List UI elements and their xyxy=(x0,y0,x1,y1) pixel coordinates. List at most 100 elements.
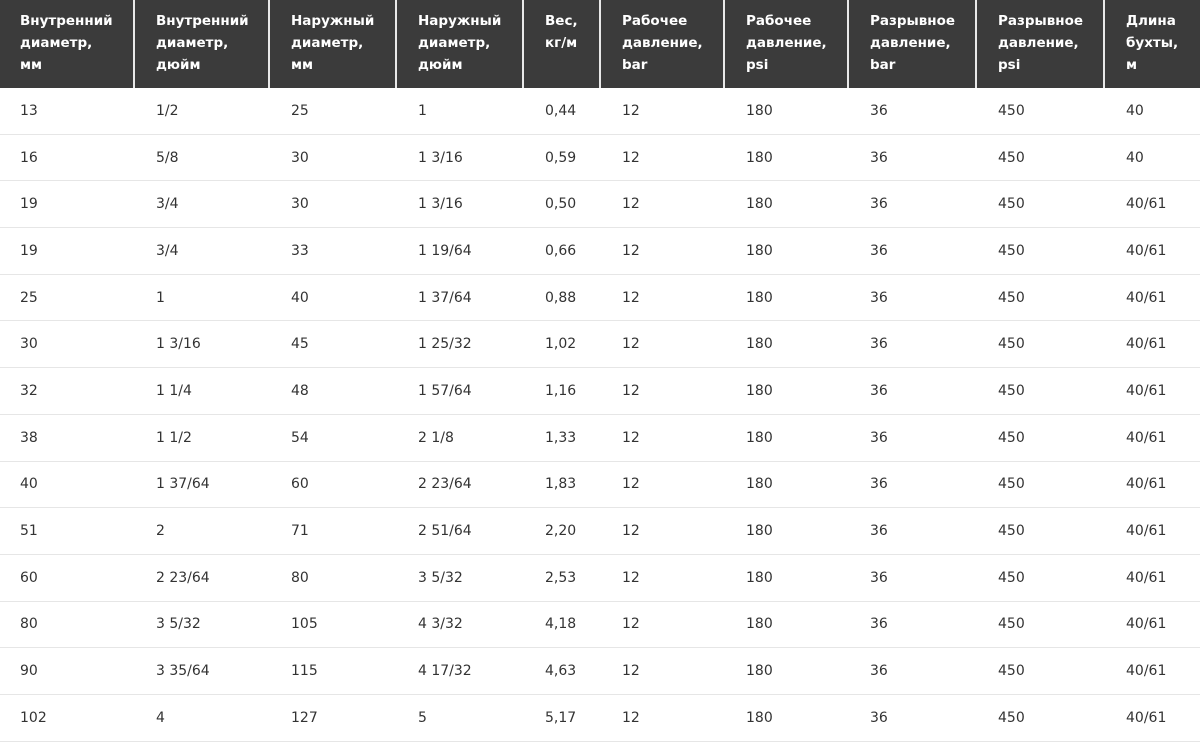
header-text: Вес, xyxy=(545,13,578,29)
header-text: дюйм xyxy=(418,57,463,73)
header-text: кг/м xyxy=(545,35,578,51)
table-cell: 3/4 xyxy=(134,227,269,275)
header-cell: Рабочее давление, psi xyxy=(723,0,848,88)
table-cell: 36 xyxy=(848,554,976,602)
table-cell: 36 xyxy=(848,461,976,509)
table-row: 80 3 5/32 105 4 3/32 4,18 12 180 36 450 40/61 xyxy=(0,601,1200,649)
table-cell: 450 xyxy=(976,694,1104,742)
table-cell: 127 xyxy=(269,694,396,742)
table-cell: 2 51/64 xyxy=(396,507,523,555)
header-text: давление, xyxy=(870,35,951,51)
table-cell: 12 xyxy=(600,554,724,602)
table-cell: 40/61 xyxy=(1104,320,1200,369)
table-cell: 36 xyxy=(848,134,976,182)
table-cell: 2,20 xyxy=(523,507,600,555)
table-cell: 450 xyxy=(976,461,1104,509)
table-cell: 180 xyxy=(724,554,848,602)
table-cell: 40 xyxy=(0,461,134,509)
table-cell: 450 xyxy=(976,507,1104,555)
table-cell: 60 xyxy=(269,461,396,509)
table-cell: 51 xyxy=(0,507,134,555)
table-cell: 5 xyxy=(396,694,523,742)
table-cell: 30 xyxy=(269,180,396,229)
table-cell: 12 xyxy=(600,134,724,182)
table-cell: 40/61 xyxy=(1104,601,1200,649)
header-cell: Наружный диаметр, мм xyxy=(268,0,396,88)
table-cell: 1 37/64 xyxy=(134,461,269,509)
header-text: psi xyxy=(746,57,769,73)
header-text: дюйм xyxy=(156,57,201,73)
table-cell: 450 xyxy=(976,414,1104,462)
table-cell: 3/4 xyxy=(134,180,269,229)
header-cell: Вес, кг/м xyxy=(522,0,600,88)
table-body: 13 1/2 25 1 0,44 12 180 36 450 40 16 5/8 30 1 3/16 0,5… xyxy=(0,88,1200,742)
table-cell: 45 xyxy=(269,320,396,369)
table-cell: 12 xyxy=(600,180,724,229)
header-cell: Длина бухты, м xyxy=(1103,0,1200,88)
header-text: диаметр, xyxy=(20,35,93,51)
table-row: 25 1 40 1 37/64 0,88 12 180 36 450 40/61 xyxy=(0,274,1200,322)
header-cell: Внутренний диаметр, мм xyxy=(0,0,134,88)
table-cell: 36 xyxy=(848,367,976,415)
table-cell: 12 xyxy=(600,601,724,649)
header-text: бухты, xyxy=(1126,35,1179,51)
header-text: Наружный xyxy=(418,13,502,29)
table-cell: 13 xyxy=(0,88,134,135)
header-text: Разрывное xyxy=(998,13,1084,29)
table-cell: 40/61 xyxy=(1104,461,1200,509)
table-cell: 12 xyxy=(600,461,724,509)
table-cell: 0,66 xyxy=(523,227,600,275)
table-cell: 1,33 xyxy=(523,414,600,462)
table-cell: 450 xyxy=(976,134,1104,182)
table-cell: 450 xyxy=(976,601,1104,649)
table-row: 19 3/4 30 1 3/16 0,50 12 180 36 450 40/61 xyxy=(0,180,1200,229)
table-row: 16 5/8 30 1 3/16 0,59 12 180 36 450 40 xyxy=(0,134,1200,182)
header-text: Внутренний xyxy=(20,13,113,29)
table-cell: 2 xyxy=(134,507,269,555)
table-cell: 16 xyxy=(0,134,134,182)
header-text: Рабочее xyxy=(746,13,812,29)
table-cell: 180 xyxy=(724,601,848,649)
table-cell: 180 xyxy=(724,88,848,135)
table-cell: 36 xyxy=(848,88,976,135)
table-cell: 3 35/64 xyxy=(134,647,269,695)
header-text: Разрывное xyxy=(870,13,956,29)
header-text: Длина xyxy=(1126,13,1176,29)
table-cell: 180 xyxy=(724,647,848,695)
table-cell: 1 57/64 xyxy=(396,367,523,415)
table-row: 60 2 23/64 80 3 5/32 2,53 12 180 36 450 40/61 xyxy=(0,554,1200,602)
header-text: давление, xyxy=(746,35,827,51)
table-cell: 102 xyxy=(0,694,134,742)
header-text: давление, xyxy=(622,35,703,51)
table-cell: 60 xyxy=(0,554,134,602)
table-cell: 180 xyxy=(724,274,848,322)
table-cell: 40/61 xyxy=(1104,647,1200,695)
table-cell: 36 xyxy=(848,274,976,322)
table-cell: 30 xyxy=(0,320,134,369)
table-cell: 48 xyxy=(269,367,396,415)
table-cell: 1 19/64 xyxy=(396,227,523,275)
table-cell: 180 xyxy=(724,461,848,509)
table-cell: 19 xyxy=(0,227,134,275)
header-text: Наружный xyxy=(291,13,375,29)
table-row: 38 1 1/2 54 2 1/8 1,33 12 180 36 450 40/61 xyxy=(0,414,1200,462)
header-cell: Рабочее давление, bar xyxy=(599,0,724,88)
table-row: 13 1/2 25 1 0,44 12 180 36 450 40 xyxy=(0,88,1200,135)
table-cell: 4 xyxy=(134,694,269,742)
header-text: bar xyxy=(622,57,648,73)
table-cell: 40 xyxy=(1104,88,1200,135)
table-cell: 12 xyxy=(600,367,724,415)
table-cell: 30 xyxy=(269,134,396,182)
table-cell: 12 xyxy=(600,507,724,555)
table-row: 90 3 35/64 115 4 17/32 4,63 12 180 36 450 40/61 xyxy=(0,647,1200,695)
table-row: 30 1 3/16 45 1 25/32 1,02 12 180 36 450 40/61 xyxy=(0,320,1200,369)
table-cell: 1,02 xyxy=(523,320,600,369)
table-cell: 80 xyxy=(269,554,396,602)
table-cell: 105 xyxy=(269,601,396,649)
table-cell: 54 xyxy=(269,414,396,462)
table-cell: 1/2 xyxy=(134,88,269,135)
table-cell: 115 xyxy=(269,647,396,695)
header-text: bar xyxy=(870,57,896,73)
